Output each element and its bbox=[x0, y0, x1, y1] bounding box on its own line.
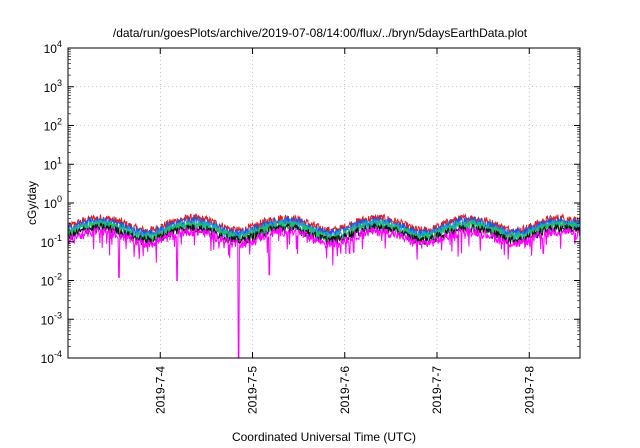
y-tick-label: 100 bbox=[44, 194, 62, 211]
series-line bbox=[67, 225, 581, 359]
y-tick-label: 10-4 bbox=[41, 349, 62, 366]
y-axis: 10-4 10-3 10-2 10-1 100 101 102 103 104 bbox=[41, 39, 580, 366]
y-tick-label: 101 bbox=[44, 155, 62, 172]
y-tick-label: 104 bbox=[44, 39, 62, 56]
y-axis-label: cGy/day bbox=[25, 181, 39, 225]
grid bbox=[68, 48, 580, 358]
y-tick-label: 10-3 bbox=[41, 310, 62, 327]
x-tick-label: 2019-7-5 bbox=[246, 366, 260, 414]
y-tick-label: 103 bbox=[44, 78, 62, 95]
y-tick-label: 10-1 bbox=[41, 233, 62, 250]
x-tick-label: 2019-7-4 bbox=[153, 366, 167, 414]
x-tick-label: 2019-7-8 bbox=[522, 366, 536, 414]
x-tick-label: 2019-7-6 bbox=[338, 366, 352, 414]
x-tick-label: 2019-7-7 bbox=[430, 366, 444, 414]
y-tick-label: 102 bbox=[44, 117, 62, 134]
x-axis: 2019-7-4 2019-7-5 2019-7-6 2019-7-7 2019-7-8 bbox=[153, 48, 536, 414]
chart-title: /data/run/goesPlots/archive/2019-07-08/1… bbox=[113, 26, 528, 40]
series-line bbox=[67, 222, 581, 246]
y-tick-label: 10-2 bbox=[41, 272, 62, 289]
series-group bbox=[67, 212, 581, 359]
x-axis-label: Coordinated Universal Time (UTC) bbox=[232, 430, 416, 444]
